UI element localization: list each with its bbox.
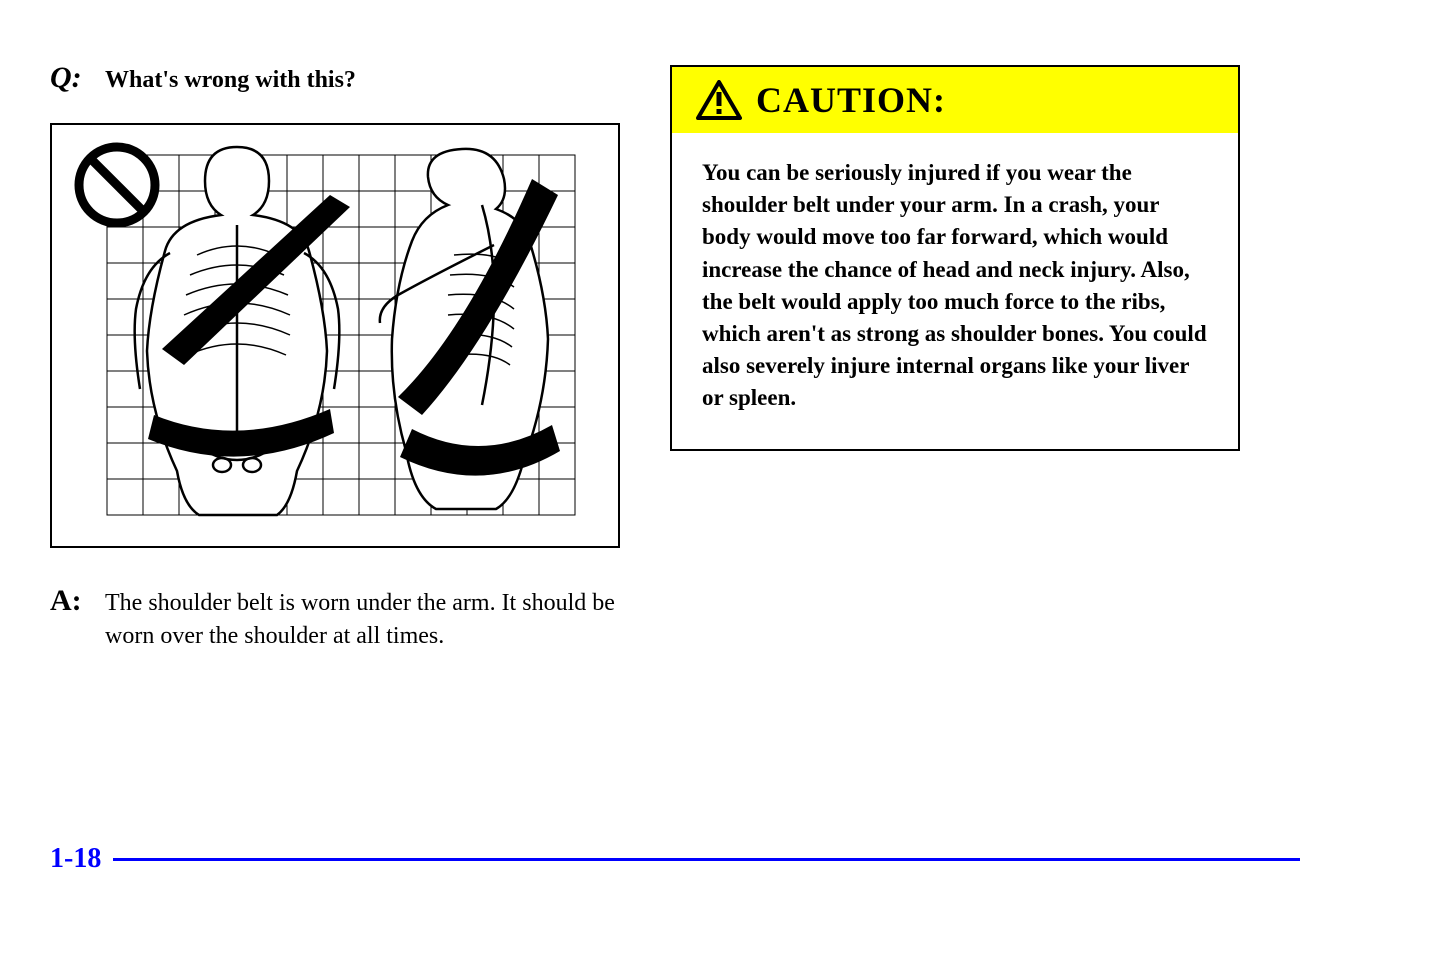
page-footer: 1-18 [50, 843, 1300, 875]
question-label: Q: [50, 60, 105, 96]
seatbelt-illustration-svg [62, 135, 608, 536]
caution-header: CAUTION: [672, 67, 1238, 133]
answer-row: A: The shoulder belt is worn under the a… [50, 583, 620, 654]
caution-title: CAUTION: [756, 79, 946, 121]
warning-triangle-icon [696, 80, 742, 120]
right-column: CAUTION: You can be seriously injured if… [670, 60, 1240, 679]
question-row: Q: What's wrong with this? [50, 60, 620, 98]
question-text: What's wrong with this? [105, 60, 356, 98]
page-columns: Q: What's wrong with this? [50, 60, 1395, 679]
seatbelt-figure [50, 123, 620, 548]
front-torso [135, 147, 340, 515]
left-column: Q: What's wrong with this? [50, 60, 620, 679]
page-number: 1-18 [50, 843, 113, 875]
footer-rule [113, 858, 1300, 861]
caution-body: You can be seriously injured if you wear… [672, 133, 1238, 449]
answer-text: The shoulder belt is worn under the arm.… [105, 583, 620, 654]
answer-label: A: [50, 583, 105, 619]
caution-box: CAUTION: You can be seriously injured if… [670, 65, 1240, 451]
prohibition-icon [79, 147, 155, 223]
